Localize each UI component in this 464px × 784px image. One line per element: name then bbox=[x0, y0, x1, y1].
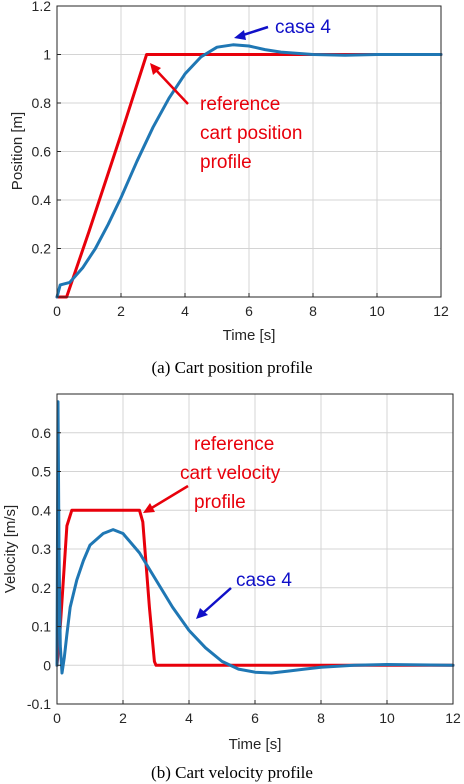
annotation-reference-line-3: profile bbox=[200, 152, 252, 173]
x-tick-label: 10 bbox=[369, 303, 385, 319]
x-tick-label: 4 bbox=[181, 303, 189, 319]
x-tick-label: 2 bbox=[119, 710, 127, 726]
y-tick-label: 1 bbox=[43, 47, 51, 63]
annotation-reference-line-2: cart velocity bbox=[180, 463, 281, 484]
tick-labels: 0 2 4 6 8 10 12-0.100.10.20.30.40.50.6 bbox=[27, 425, 461, 726]
annotation-reference-line-1: reference bbox=[194, 434, 274, 455]
x-tick-label: 12 bbox=[445, 710, 461, 726]
x-tick-label: 6 bbox=[251, 710, 259, 726]
data-lines bbox=[55, 400, 455, 675]
annotation-case-text: case 4 bbox=[236, 570, 292, 591]
x-tick-label: 8 bbox=[309, 303, 317, 319]
x-tick-label: 10 bbox=[379, 710, 395, 726]
x-axis-label: Time [s] bbox=[229, 736, 282, 753]
caption-b: (b) Cart velocity profile bbox=[151, 763, 313, 782]
y-tick-label: 1.2 bbox=[32, 0, 52, 14]
x-tick-label: 4 bbox=[185, 710, 193, 726]
y-tick-label: 0.6 bbox=[32, 144, 52, 160]
y-tick-label: 0.3 bbox=[32, 541, 52, 557]
y-tick-label: 0.6 bbox=[32, 425, 52, 441]
y-axis-label: Position [m] bbox=[9, 112, 26, 190]
case-series-line bbox=[55, 400, 455, 675]
arrowhead-icon bbox=[143, 503, 155, 513]
y-tick-label: 0.4 bbox=[32, 192, 52, 208]
position-chart: 0 2 4 6 8 10 12 0.2 0.4 0.6 0.8 1 1.2 Time [s] Posit… bbox=[9, 0, 449, 377]
grid bbox=[57, 394, 453, 704]
y-tick-label: 0.1 bbox=[32, 619, 52, 635]
y-tick-label: 0.5 bbox=[32, 464, 52, 480]
arrowhead-icon bbox=[150, 63, 161, 75]
y-tick-label: 0.4 bbox=[32, 502, 52, 518]
annotation-reference-arrow bbox=[149, 484, 189, 511]
x-tick-label: 8 bbox=[317, 710, 325, 726]
arrowhead-icon bbox=[234, 30, 246, 40]
annotation-reference-arrow bbox=[155, 69, 189, 105]
data-lines bbox=[55, 43, 443, 299]
x-tick-label: 2 bbox=[117, 303, 125, 319]
annotation-case-arrow bbox=[202, 587, 232, 614]
y-tick-label: -0.1 bbox=[27, 696, 51, 712]
reference-series-line bbox=[55, 508, 455, 667]
annotation-reference-line-3: profile bbox=[194, 492, 246, 513]
x-tick-label: 0 bbox=[53, 710, 61, 726]
x-tick-label: 6 bbox=[245, 303, 253, 319]
caption-a: (a) Cart position profile bbox=[152, 358, 313, 377]
y-tick-label: 0.2 bbox=[32, 580, 52, 596]
annotation-reference-line-1: reference bbox=[200, 94, 280, 115]
annotation-case: case 4 bbox=[196, 570, 292, 619]
y-tick-label: 0.2 bbox=[32, 241, 52, 257]
y-tick-label: 0.8 bbox=[32, 95, 52, 111]
arrowhead-icon bbox=[196, 608, 208, 619]
annotation-reference: reference cart position profile bbox=[150, 63, 302, 173]
tick-labels: 0 2 4 6 8 10 12 0.2 0.4 0.6 0.8 1 1.2 bbox=[32, 0, 449, 319]
x-tick-label: 0 bbox=[53, 303, 61, 319]
annotation-reference-line-2: cart position bbox=[200, 123, 302, 144]
x-axis-label: Time [s] bbox=[223, 327, 276, 344]
velocity-chart: 0 2 4 6 8 10 12-0.100.10.20.30.40.50.6 Time [s… bbox=[2, 393, 461, 782]
annotation-case: case 4 bbox=[234, 17, 331, 40]
y-axis-label: Velocity [m/s] bbox=[2, 505, 19, 593]
y-tick-label: 0 bbox=[43, 657, 51, 673]
case-series-line bbox=[55, 43, 443, 299]
x-tick-label: 12 bbox=[433, 303, 449, 319]
annotation-case-text: case 4 bbox=[275, 17, 331, 38]
annotation-reference: reference cart velocity profile bbox=[143, 434, 281, 513]
